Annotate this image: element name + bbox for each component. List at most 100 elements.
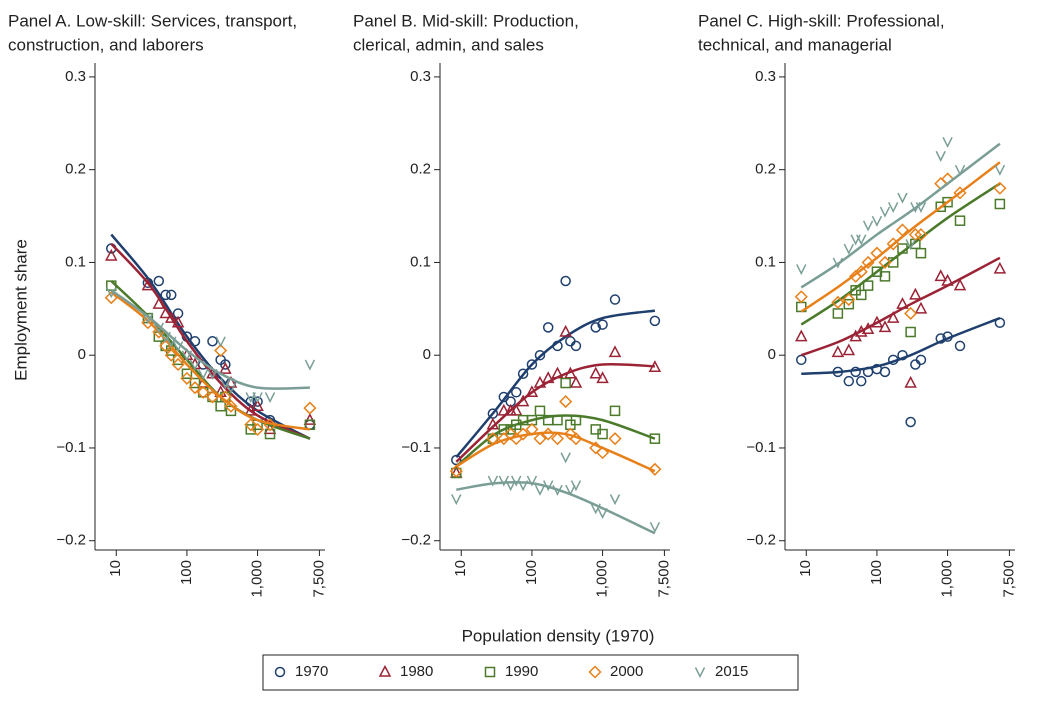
point [879,206,891,218]
y-tick-label: −0.1 [746,439,776,456]
point [993,181,1007,195]
point [897,192,908,204]
point [886,310,900,323]
y-tick-label: 0.3 [410,68,431,85]
point [252,396,263,407]
x-tick-label: 10 [797,560,814,577]
point [842,292,856,307]
point [904,306,918,321]
point [550,432,565,446]
y-tick-label: −0.2 [746,532,776,549]
point [878,320,892,333]
legend-label: 2015 [715,663,748,680]
point [831,345,845,358]
point [220,378,231,390]
point [649,521,661,533]
point [198,368,209,380]
y-tick-label: 0 [423,346,431,363]
point [218,390,232,404]
y-tick-label: 0 [768,346,776,363]
point [106,287,117,299]
point [160,289,171,301]
point [559,395,573,409]
point [608,432,622,446]
x-tick-label: 100 [523,560,540,585]
legend-label: 2000 [610,663,643,680]
point [879,366,891,378]
point [215,400,226,412]
x-tick-label: 10 [452,560,469,577]
point [533,432,547,446]
fit-line [800,161,1001,313]
legend-marker [378,664,392,677]
point [542,322,554,333]
point [449,464,463,478]
y-tick-label: −0.2 [56,532,86,549]
point [942,196,953,208]
legend-marker [694,667,706,679]
point [843,243,854,255]
fit-line [800,256,1001,357]
point [942,137,953,149]
point [181,368,193,380]
point [649,315,661,327]
point [142,313,154,325]
point [251,422,265,436]
panel-title: technical, and managerial [698,35,892,54]
x-tick-label: 7,500 [310,560,327,598]
point [516,427,530,441]
point [451,494,462,506]
point [214,344,228,358]
point [597,428,608,440]
point [832,308,844,319]
point [153,275,165,287]
point [220,359,231,370]
point [165,289,177,301]
point [510,387,522,398]
point [189,377,201,389]
point [569,375,583,388]
panel-title: Panel B. Mid-skill: Production, [353,11,579,30]
panel-title: clerical, admin, and sales [353,35,544,54]
point [648,462,662,476]
y-tick-label: 0.1 [410,253,431,270]
point [517,368,529,380]
fit-line [455,309,656,459]
point [909,287,922,300]
point [560,452,571,464]
x-tick-label: 1,000 [594,560,611,598]
point [597,319,608,330]
y-tick-label: 0.1 [755,253,776,270]
point [597,508,608,520]
point [934,269,947,282]
point [264,392,276,404]
point [303,413,317,425]
point [831,295,845,309]
point [794,290,808,304]
x-tick-label: 1,000 [249,560,266,598]
panel-title: Panel C. High-skill: Professional, [698,11,945,30]
point [914,228,928,242]
x-axis-label: Population density (1970) [462,626,655,645]
point [796,264,807,276]
fit-line [801,316,1001,376]
point [180,371,194,385]
y-tick-label: 0 [78,346,86,363]
y-tick-label: 0.3 [755,68,776,85]
point [560,377,571,389]
point [153,322,164,334]
point [609,294,621,305]
panel-title: Panel A. Low-skill: Services, transport, [8,11,297,30]
point [534,484,546,496]
point [842,343,856,356]
point [878,255,892,269]
x-tick-label: 100 [868,560,885,585]
y-tick-label: 0.1 [65,253,86,270]
point [165,310,178,323]
x-tick-label: 7,500 [655,560,672,598]
point [164,348,178,362]
point [303,401,317,415]
point [105,248,118,261]
point [511,475,522,487]
fit-line [455,431,656,473]
